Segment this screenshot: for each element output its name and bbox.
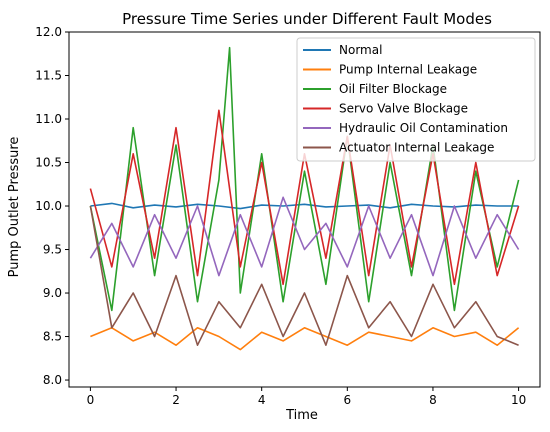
x-tick-label: 6 — [343, 393, 351, 407]
x-tick-label: 0 — [87, 393, 95, 407]
series-line-2 — [89, 46, 520, 312]
y-tick-label: 10.0 — [35, 199, 62, 213]
y-tick-label: 11.5 — [35, 69, 62, 83]
series-line-5 — [89, 205, 519, 347]
y-tick-label: 8.0 — [43, 373, 62, 387]
y-tick-label: 9.5 — [43, 243, 62, 257]
x-tick-label: 8 — [429, 393, 437, 407]
legend-label-0: Normal — [339, 43, 382, 57]
series-line-4 — [89, 196, 520, 277]
legend-label-3: Servo Valve Blockage — [339, 102, 468, 116]
axes: 0 2 4 6 8 10 8.0 8.5 9.0 9.5 10.0 10.5 11.0 11.5 12.0 — [35, 25, 541, 407]
series-line-1 — [90, 326, 520, 351]
legend-box — [296, 37, 536, 162]
y-tick-label: 12.0 — [35, 25, 62, 39]
chart-title: Pressure Time Series under Different Fau… — [122, 10, 492, 28]
legend-label-5: Actuator Internal Leakage — [339, 141, 494, 155]
x-tick-label: 4 — [258, 393, 266, 407]
legend: Normal Pump Internal Leakage Oil Filter Bl… — [296, 37, 536, 162]
series-line-0 — [90, 202, 519, 210]
x-tick-label: 10 — [511, 393, 526, 407]
x-tick-label: 2 — [172, 393, 180, 407]
y-tick-label: 8.5 — [43, 330, 62, 344]
y-axis-label: Pump Outlet Pressure — [7, 137, 22, 278]
y-tick-label: 10.5 — [35, 156, 62, 170]
axes-frame — [68, 31, 541, 388]
plot-area — [89, 46, 520, 351]
y-tick-label: 9.0 — [43, 286, 62, 300]
legend-label-2: Oil Filter Blockage — [339, 82, 447, 96]
x-axis-label: Time — [285, 408, 318, 423]
legend-label-1: Pump Internal Leakage — [339, 63, 477, 77]
y-tick-label: 11.0 — [35, 112, 62, 126]
legend-label-4: Hydraulic Oil Contamination — [339, 121, 508, 135]
